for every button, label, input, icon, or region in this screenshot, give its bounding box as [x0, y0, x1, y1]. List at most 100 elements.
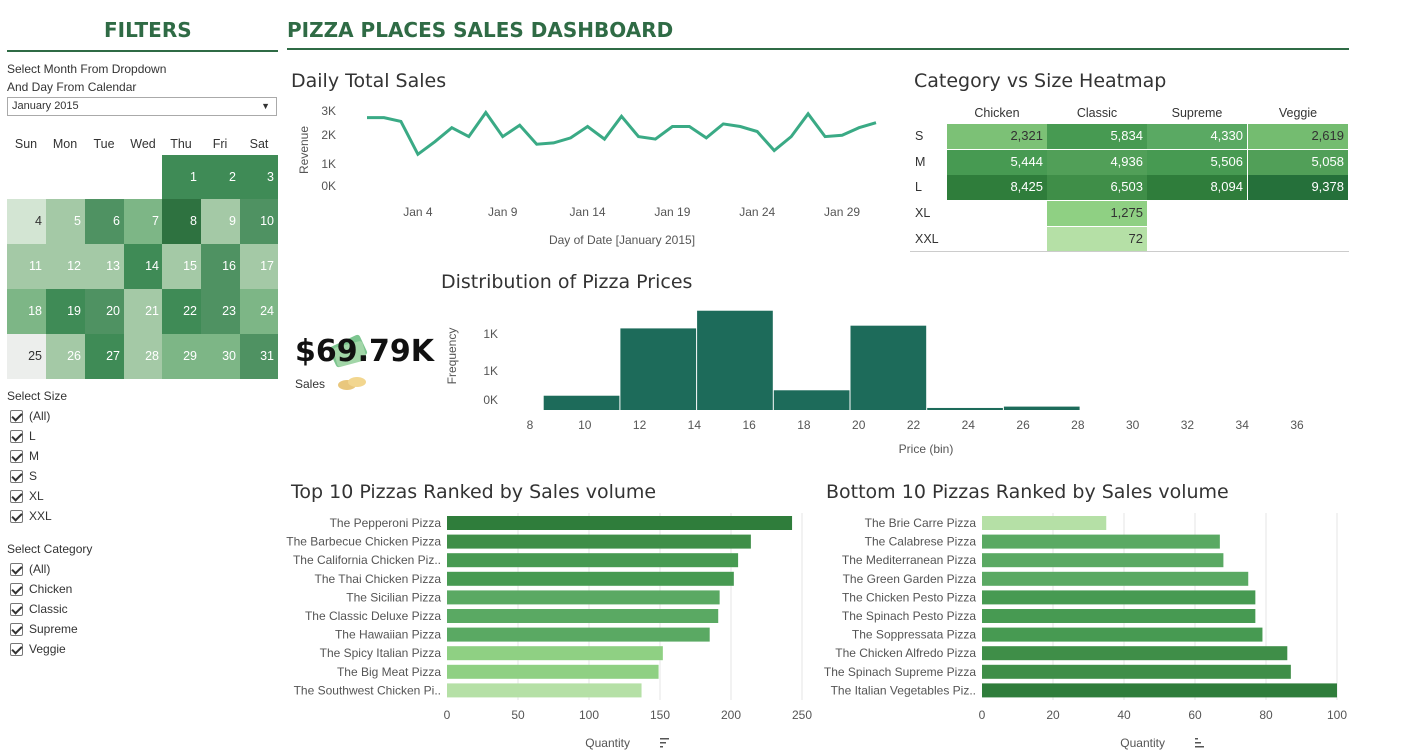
calendar-day-15[interactable]: 15 [162, 244, 201, 289]
heatmap-row-header: S [915, 129, 924, 143]
checkbox-checked-icon[interactable] [10, 449, 23, 463]
size-filter-label: Select Size [7, 389, 68, 403]
category-filter-option[interactable]: Classic [10, 600, 68, 618]
calendar-day-18[interactable]: 18 [7, 289, 46, 334]
heatmap-cell[interactable]: 6,503 [1047, 175, 1147, 200]
heatmap-row-header: XL [915, 206, 931, 220]
category-filter-option[interactable]: Chicken [10, 580, 72, 598]
calendar-day-2[interactable]: 2 [201, 155, 240, 200]
calendar-day-11[interactable]: 11 [7, 244, 46, 289]
size-filter-option[interactable]: XXL [10, 507, 52, 525]
calendar-day-27[interactable]: 27 [85, 334, 124, 379]
calendar-day-7[interactable]: 7 [124, 199, 163, 244]
checkbox-checked-icon[interactable] [10, 429, 23, 443]
heatmap-cell[interactable]: 1,275 [1047, 201, 1147, 226]
category-filter-option-label: Supreme [29, 622, 78, 636]
heatmap-cell[interactable]: 5,444 [947, 150, 1047, 175]
calendar-day-30[interactable]: 30 [201, 334, 240, 379]
calendar-day-24[interactable]: 24 [240, 289, 278, 334]
size-filter-option[interactable]: (All) [10, 407, 50, 425]
heatmap-cell[interactable]: 4,936 [1047, 150, 1147, 175]
calendar-day-25[interactable]: 25 [7, 334, 46, 379]
size-filter-option[interactable]: M [10, 447, 39, 465]
calendar-day-19[interactable]: 19 [46, 289, 85, 334]
heatmap-cell[interactable]: 2,321 [947, 124, 1047, 149]
price-dist-ylabel: Frequency [445, 328, 459, 385]
category-filter-option-label: Veggie [29, 642, 66, 656]
price-x-tick: 34 [1236, 418, 1250, 432]
bar-label: The Pepperoni Pizza [330, 516, 442, 530]
size-filter-option[interactable]: XL [10, 487, 44, 505]
heatmap-cell[interactable]: 4,330 [1147, 124, 1247, 149]
checkbox-checked-icon[interactable] [10, 642, 23, 656]
calendar-day-4[interactable]: 4 [7, 199, 46, 244]
checkbox-checked-icon[interactable] [10, 602, 23, 616]
heatmap-cell[interactable]: 2,619 [1248, 124, 1348, 149]
dashboard-title: PIZZA PLACES SALES DASHBOARD [287, 18, 674, 42]
calendar-day-28[interactable]: 28 [124, 334, 163, 379]
calendar-day-26[interactable]: 26 [46, 334, 85, 379]
checkbox-checked-icon[interactable] [10, 509, 23, 523]
heatmap-cell[interactable]: 5,506 [1147, 150, 1247, 175]
heatmap-cell[interactable]: 8,425 [947, 175, 1047, 200]
calendar-day-8[interactable]: 8 [162, 199, 201, 244]
calendar-day-16[interactable]: 16 [201, 244, 240, 289]
calendar-weekday-tue: Tue [93, 137, 115, 151]
calendar-day-14[interactable]: 14 [124, 244, 163, 289]
calendar-day-1[interactable]: 1 [162, 155, 201, 200]
category-filter-option[interactable]: (All) [10, 560, 50, 578]
calendar-day-23[interactable]: 23 [201, 289, 240, 334]
filters-title: FILTERS [104, 18, 192, 42]
calendar-day-13[interactable]: 13 [85, 244, 124, 289]
bar [447, 590, 720, 605]
checkbox-checked-icon[interactable] [10, 622, 23, 636]
calendar-day-22[interactable]: 22 [162, 289, 201, 334]
filter-instruction-line1: Select Month From Dropdown [7, 62, 167, 76]
calendar-weekday-mon: Mon [52, 137, 78, 151]
daily-sales-line [367, 109, 877, 157]
price-x-tick: 10 [578, 418, 592, 432]
heatmap-cell[interactable]: 5,834 [1047, 124, 1147, 149]
daily-sales-chart: Revenue 3K 2K 1K 0K Jan 4 Jan 9 Jan 14 Jan … [297, 104, 877, 247]
checkbox-checked-icon[interactable] [10, 409, 23, 423]
kpi-sales-value: $69.79K [295, 334, 435, 369]
heatmap-cell[interactable]: 5,058 [1248, 150, 1348, 175]
calendar-day-29[interactable]: 29 [162, 334, 201, 379]
size-filter-option-label: M [29, 449, 39, 463]
calendar-day-31[interactable]: 31 [240, 334, 278, 379]
chevron-down-icon[interactable]: ▼ [261, 101, 270, 111]
size-filter-option[interactable]: S [10, 467, 37, 485]
category-filter-option[interactable]: Veggie [10, 640, 66, 658]
calendar-day-5[interactable]: 5 [46, 199, 85, 244]
calendar-day-17[interactable]: 17 [240, 244, 278, 289]
heatmap-cell[interactable]: 9,378 [1248, 175, 1348, 200]
calendar-weekday-wed: Wed [130, 137, 156, 151]
calendar-day-20[interactable]: 20 [85, 289, 124, 334]
checkbox-checked-icon[interactable] [10, 489, 23, 503]
calendar-day-3[interactable]: 3 [240, 155, 278, 200]
size-filter-option[interactable]: L [10, 427, 36, 445]
bar-label: The Spicy Italian Pizza [320, 646, 442, 660]
x-tick: 100 [579, 708, 599, 722]
checkbox-checked-icon[interactable] [10, 469, 23, 483]
checkbox-checked-icon[interactable] [10, 582, 23, 596]
x-tick: 60 [1188, 708, 1202, 722]
calendar-day-12[interactable]: 12 [46, 244, 85, 289]
price-x-tick: 14 [688, 418, 702, 432]
checkbox-checked-icon[interactable] [10, 562, 23, 576]
price-x-tick: 8 [527, 418, 534, 432]
price-x-tick: 12 [633, 418, 647, 432]
daily-y-tick: 0K [321, 179, 336, 193]
price-dist-xlabel: Price (bin) [899, 442, 954, 456]
calendar-day-9[interactable]: 9 [201, 199, 240, 244]
month-dropdown[interactable]: January 2015 ▼ [7, 97, 277, 116]
calendar-day-6[interactable]: 6 [85, 199, 124, 244]
calendar-day-21[interactable]: 21 [124, 289, 163, 334]
bar [447, 553, 739, 568]
price-histogram-bar [773, 390, 850, 410]
calendar-day-10[interactable]: 10 [240, 199, 278, 244]
daily-x-tick: Jan 9 [488, 205, 518, 219]
heatmap-cell[interactable]: 8,094 [1147, 175, 1247, 200]
heatmap-cell[interactable]: 72 [1047, 227, 1147, 252]
category-filter-option[interactable]: Supreme [10, 620, 78, 638]
